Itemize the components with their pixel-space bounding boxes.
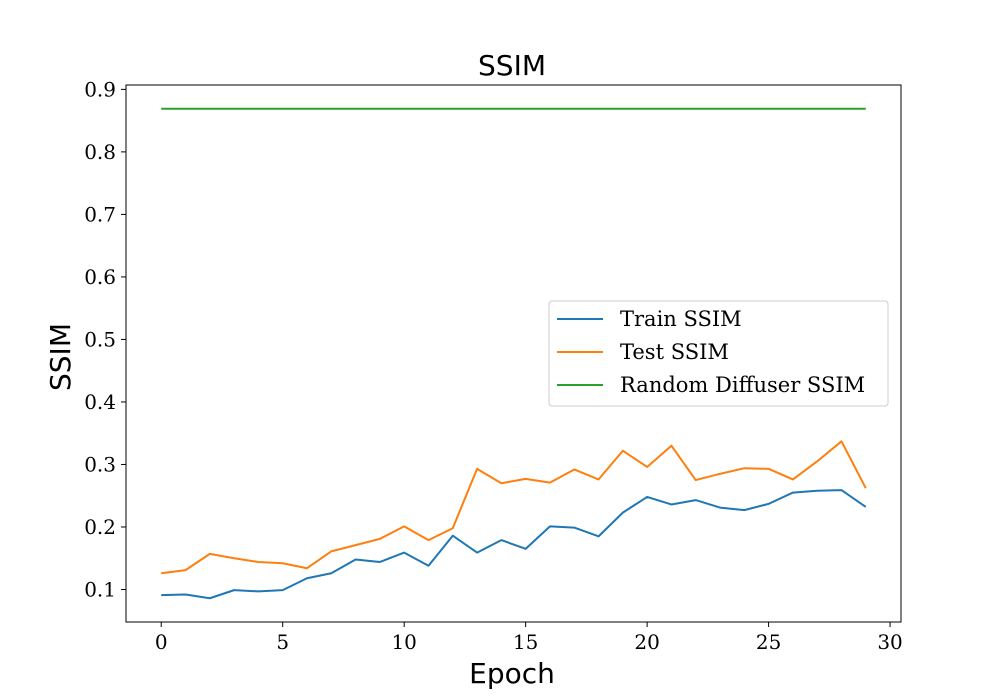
legend-label-test: Test SSIM xyxy=(620,340,729,364)
legend: Train SSIM Test SSIM Random Diffuser SSI… xyxy=(548,300,889,407)
x-tick-label: 30 xyxy=(877,630,902,654)
x-tick-label: 20 xyxy=(634,630,659,654)
x-tick-label: 5 xyxy=(276,630,289,654)
x-tick-label: 15 xyxy=(513,630,538,654)
y-tick-label: 0.9 xyxy=(84,77,116,101)
y-axis-ticks: 0.1 0.2 0.3 0.4 0.5 0.6 0.7 0.8 0.9 xyxy=(84,77,126,601)
legend-label-train: Train SSIM xyxy=(620,307,742,331)
axes-frame xyxy=(125,84,902,623)
y-tick-label: 0.2 xyxy=(84,515,116,539)
x-axis-ticks: 0 5 10 15 20 25 30 xyxy=(155,622,903,654)
legend-box xyxy=(548,300,889,407)
y-tick-label: 0.1 xyxy=(84,577,116,601)
x-tick-label: 25 xyxy=(756,630,781,654)
chart-title: SSIM xyxy=(478,49,546,82)
y-tick-label: 0.7 xyxy=(84,202,116,226)
y-tick-label: 0.3 xyxy=(84,452,116,476)
y-tick-label: 0.5 xyxy=(84,327,116,351)
y-tick-label: 0.6 xyxy=(84,265,116,289)
y-axis-label: SSIM xyxy=(44,323,77,391)
y-tick-label: 0.4 xyxy=(84,390,116,414)
series-lines xyxy=(161,107,867,600)
x-axis-label: Epoch xyxy=(469,657,555,690)
series-line-test-ssim xyxy=(161,440,867,575)
y-tick-label: 0.8 xyxy=(84,140,116,164)
x-tick-label: 10 xyxy=(391,630,416,654)
series-line-train-ssim xyxy=(161,489,867,600)
x-tick-label: 0 xyxy=(155,630,168,654)
legend-label-random: Random Diffuser SSIM xyxy=(620,373,865,397)
